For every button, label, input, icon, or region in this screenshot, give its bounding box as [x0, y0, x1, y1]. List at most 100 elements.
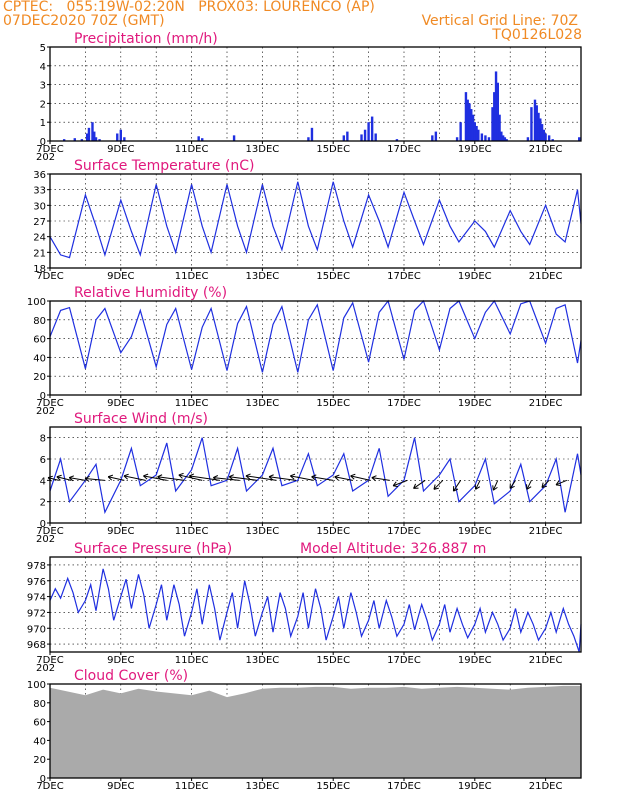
precip-bar: [530, 107, 533, 141]
cloud-xtick-label: 13DEC: [246, 781, 280, 792]
header-station: CPTEC: 055:19W-02:20N PROX03: LOURENCO (…: [3, 0, 375, 15]
precip-bar: [468, 103, 471, 141]
wind-vector: [268, 476, 297, 481]
wind-vector-head: [334, 474, 340, 481]
precip-bar: [91, 122, 94, 141]
wind-vector-head: [509, 483, 515, 489]
wind-vector: [213, 477, 240, 481]
wind-vector: [69, 477, 86, 481]
pres-title: Surface Pressure (hPa): [74, 541, 232, 557]
pres-xtick-label: 7DEC: [36, 655, 63, 666]
wind-vector-head: [392, 481, 399, 488]
wind-vector-head: [492, 485, 498, 491]
wind-vector: [453, 480, 462, 492]
precip-xtick-label: 11DEC: [175, 144, 209, 155]
precip-bar: [374, 133, 377, 141]
wind-vector-head: [143, 473, 149, 480]
cloud-ytick-label: 100: [27, 680, 46, 691]
pres-xtick-label: 15DEC: [316, 655, 350, 666]
cloud-xtick-label: 21DEC: [529, 781, 563, 792]
wind-vector-head: [212, 475, 219, 482]
wind-vector: [108, 476, 125, 481]
precip-bar: [466, 99, 469, 141]
pres-xtick-label: 21DEC: [529, 655, 563, 666]
precip-bar: [539, 118, 542, 141]
precip-xtick-label: 19DEC: [458, 144, 492, 155]
wind-vector-head: [371, 475, 377, 482]
precip-bar: [493, 92, 496, 141]
pres-xtick-label: 17DEC: [387, 655, 421, 666]
pres-frame: [49, 556, 582, 653]
temp-title: Surface Temperature (nC): [74, 158, 255, 174]
rh-xtick-label: 11DEC: [175, 398, 209, 409]
wind-vector-head: [189, 473, 195, 480]
wind-vector: [541, 479, 550, 488]
precip-bar: [500, 131, 503, 141]
precip-bar: [471, 114, 475, 141]
rh-xtick-label: 9DEC: [107, 398, 134, 409]
wind-xtick-label: 13DEC: [246, 526, 280, 537]
cloud-xtick-label: 9DEC: [107, 781, 134, 792]
pres-ytick-label: 968: [27, 640, 46, 651]
precip-bar: [94, 137, 98, 141]
pres-ytick-label: 978: [27, 561, 46, 572]
temp-ytick-label: 27: [33, 217, 46, 228]
wind-vector-head: [84, 475, 90, 482]
precip-bar: [197, 136, 200, 141]
precip-year-label: 202: [36, 152, 55, 163]
wind-vector: [245, 475, 277, 481]
temp-xtick-label: 11DEC: [175, 271, 209, 282]
rh-line: [49, 299, 582, 373]
precip-bar: [487, 137, 491, 141]
rh-title: Relative Humidity (%): [74, 285, 227, 301]
temp-line: [49, 181, 582, 259]
precip-bar: [363, 129, 367, 141]
temp-xtick-label: 17DEC: [387, 271, 421, 282]
header-model-id: TQ0126L028: [492, 27, 582, 43]
precip-title: Precipitation (mm/h): [74, 31, 218, 47]
precip-bar: [544, 133, 547, 141]
precip-ytick-label: 4: [40, 62, 46, 73]
precip-ytick-label: 0: [40, 137, 46, 148]
precip-bar: [464, 92, 468, 141]
precip-xtick-label: 15DEC: [316, 144, 350, 155]
temp-xtick-label: 7DEC: [36, 271, 63, 282]
wind-vector: [526, 480, 532, 490]
precip-bar: [540, 124, 544, 141]
wind-vector-head: [178, 472, 184, 479]
wind-vector-head: [311, 474, 317, 481]
cloud-frame: [49, 683, 582, 779]
precip-bar: [73, 138, 76, 141]
temp-frame: [49, 173, 582, 269]
wind-vector: [157, 476, 185, 481]
wind-title: Surface Wind (m/s): [74, 411, 208, 427]
wind-vector-head: [433, 484, 439, 490]
pres-ytick-label: 972: [27, 608, 46, 619]
precip-bar: [395, 139, 399, 141]
precip-bar: [310, 127, 314, 141]
pres-ytick-label: 976: [27, 577, 46, 588]
rh-frame: [49, 300, 582, 396]
pres-xtick-label: 9DEC: [107, 655, 134, 666]
wind-vector: [371, 477, 390, 481]
wind-vector-head: [228, 474, 234, 481]
precip-bar: [494, 71, 498, 141]
wind-xtick-label: 19DEC: [458, 526, 492, 537]
wind-vector: [123, 475, 146, 481]
wind-vector: [334, 476, 353, 481]
pres-xtick-label: 13DEC: [246, 655, 280, 666]
wind-vector-head: [107, 474, 114, 481]
wind-vector: [143, 475, 167, 481]
wind-line: [49, 437, 582, 515]
wind-vector: [290, 475, 314, 481]
rh-ytick-label: 40: [33, 353, 46, 364]
precip-bar: [535, 105, 538, 141]
cloud-area: [50, 685, 581, 778]
cloud-ytick-label: 40: [33, 736, 46, 747]
wind-vector: [555, 479, 568, 486]
wind-vector: [433, 479, 444, 490]
wind-vector-head: [526, 484, 532, 490]
rh-ytick-label: 60: [33, 335, 46, 346]
precip-bar: [123, 137, 126, 141]
precip-bar: [431, 135, 434, 141]
